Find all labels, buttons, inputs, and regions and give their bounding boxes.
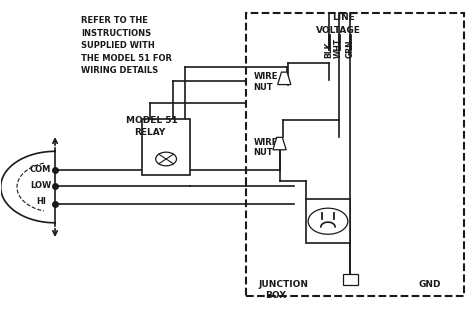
Text: WIRE: WIRE — [254, 138, 278, 147]
Text: JUNCTION: JUNCTION — [258, 280, 308, 290]
Text: SUPPLIED WITH: SUPPLIED WITH — [81, 41, 155, 50]
Text: NUT: NUT — [254, 83, 273, 92]
Text: MODEL 51: MODEL 51 — [126, 116, 178, 125]
Text: REFER TO THE: REFER TO THE — [81, 17, 148, 25]
Text: INSTRUCTIONS: INSTRUCTIONS — [81, 29, 151, 38]
Text: GRN: GRN — [346, 40, 355, 58]
Text: GND: GND — [419, 280, 441, 290]
Text: LOW: LOW — [30, 181, 51, 190]
Bar — [246, 13, 464, 296]
Text: COM: COM — [30, 165, 51, 174]
Polygon shape — [278, 72, 291, 85]
Text: VOLTAGE: VOLTAGE — [316, 26, 361, 35]
Text: BLK: BLK — [325, 42, 334, 58]
Polygon shape — [273, 137, 286, 150]
Text: RELAY: RELAY — [135, 128, 166, 137]
Text: WIRING DETAILS: WIRING DETAILS — [81, 66, 158, 75]
Text: LINE: LINE — [332, 13, 355, 22]
Text: HI: HI — [36, 197, 46, 206]
Text: WIRE: WIRE — [254, 72, 278, 81]
Text: NUT: NUT — [254, 149, 273, 157]
Bar — [306, 199, 350, 243]
Text: THE MODEL 51 FOR: THE MODEL 51 FOR — [81, 54, 172, 63]
Text: BOX: BOX — [265, 291, 287, 300]
Text: WHT: WHT — [334, 38, 343, 58]
Bar — [143, 119, 190, 175]
Bar — [343, 274, 357, 285]
